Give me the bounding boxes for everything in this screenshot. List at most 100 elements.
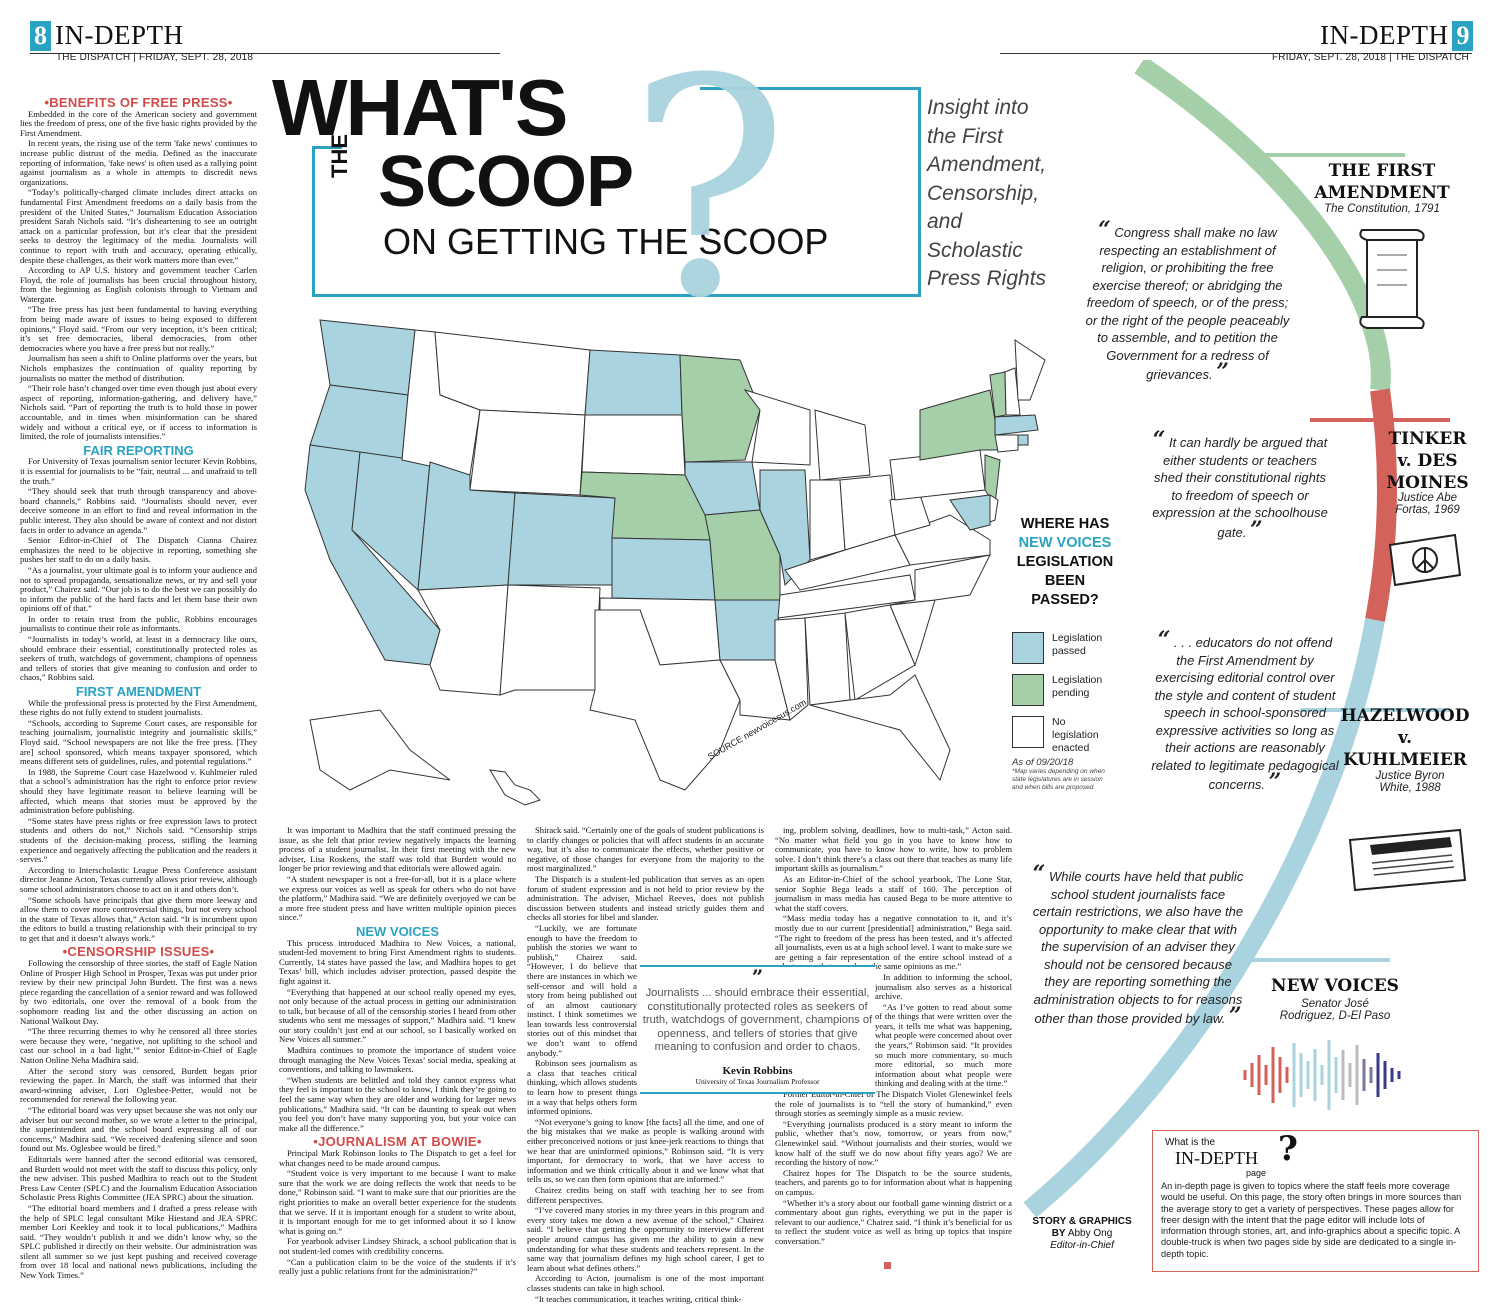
- date-right: FRIDAY, SEPT. 28, 2018: [1272, 52, 1387, 63]
- indepth-box-text: An in-depth page is given to topics wher…: [1161, 1181, 1462, 1259]
- map-question-line: WHERE HAS: [1020, 516, 1110, 532]
- quote-text: . . . educators do not offend the First …: [1151, 635, 1339, 792]
- state-hawaii: [489, 769, 541, 806]
- paragraph: “The editorial board members and I draft…: [20, 1202, 257, 1281]
- page-number-right: 9: [1452, 21, 1474, 51]
- paragraph: “Student voice is very important to me b…: [279, 1168, 516, 1236]
- case-title-line: v.: [1397, 728, 1413, 748]
- case-first-quote: “ Congress shall make no law respecting …: [1085, 219, 1290, 384]
- paragraph: Chairez credits being on staff with teac…: [527, 1184, 764, 1205]
- state-arkansas: [714, 599, 781, 661]
- case-newvoices-sub: Senator José Rodriguez, D-El Paso: [1265, 998, 1405, 1022]
- quote-text: Congress shall make no law respecting an…: [1085, 225, 1290, 382]
- state-michigan: [814, 409, 871, 481]
- pull-quote-role: University of Texas Journalism Professor: [695, 1076, 820, 1086]
- paragraph: “Whether it’s a story about our football…: [775, 1197, 1012, 1246]
- date-left: FRIDAY, SEPT. 28, 2018: [139, 52, 254, 63]
- paper-name-right: THE DISPATCH: [1394, 52, 1469, 63]
- paragraph: “The editorial board was very upset beca…: [20, 1104, 257, 1154]
- heading-first-amendment: FIRST AMENDMENT: [75, 684, 202, 700]
- state-maryland: [949, 494, 991, 531]
- legend-label: Legislation pending: [1052, 674, 1103, 699]
- quote-open-icon: “: [1157, 627, 1171, 653]
- paragraph: Senior Editor-in-Chief of The Dispatch C…: [20, 535, 257, 565]
- column-1: •BENEFITS OF FREE PRESS• Embedded in the…: [20, 94, 257, 1282]
- paragraph: “It teaches communication, it teaches wr…: [535, 1293, 742, 1304]
- subtitle: Insight into the First Amendment, Censor…: [927, 96, 1047, 290]
- case-newvoices-title: NEW VOICES: [1271, 976, 1399, 996]
- paragraph: “A student newspaper is not a free-for-a…: [279, 873, 516, 923]
- state-new-york: [919, 389, 1001, 461]
- paragraph: “Journalists in today’s world, at least …: [20, 634, 257, 683]
- timeline-arc: [1023, 60, 1450, 1218]
- case-sub-line: Senator José: [1301, 998, 1369, 1010]
- paragraph: As an Editor-in-Chief of the school year…: [775, 873, 1012, 913]
- case-title-line: TINKER: [1388, 429, 1467, 449]
- legend-item-pending: Legislation pending: [1012, 674, 1132, 706]
- case-title-line: KUHLMEIER: [1343, 750, 1467, 770]
- arc-red: [1365, 388, 1397, 622]
- paragraph: “The three recurring themes to why he ce…: [20, 1026, 257, 1065]
- case-sub-line: Justice Abe: [1397, 492, 1458, 504]
- paragraph: “Some schools have principals that give …: [20, 894, 257, 943]
- title-box-top-left: [312, 146, 342, 149]
- byline-role: Editor-in-Chief: [1050, 1240, 1114, 1251]
- map-question-line: LEGISLATION: [1016, 554, 1114, 570]
- map-legend: Legislation passed Legislation pending N…: [1012, 632, 1132, 755]
- paragraph: “Not everyone’s going to know [the facts…: [527, 1116, 764, 1185]
- paragraph: According to AP U.S. history and governm…: [20, 265, 257, 304]
- page-number-left: 8: [30, 21, 51, 51]
- quote-text: While courts have held that public schoo…: [1032, 869, 1244, 1026]
- question-mark-icon: ?: [1278, 1129, 1298, 1169]
- legend-item-none: No legislation enacted: [1012, 716, 1132, 755]
- quote-open-icon: “: [1032, 861, 1046, 887]
- quote-open-icon: “: [1152, 427, 1166, 453]
- case-title-line: MOINES: [1386, 473, 1469, 493]
- state-colorado: [507, 492, 616, 586]
- quote-open-icon: “: [1098, 217, 1111, 243]
- paragraph: For University of Texas journalism senio…: [20, 456, 257, 486]
- section-title-right: IN-DEPTH: [1320, 20, 1449, 50]
- state-louisiana: [719, 659, 791, 721]
- quote-mark-icon: ”: [751, 965, 764, 989]
- indepth-box-title: IN-DEPTH: [1175, 1148, 1258, 1168]
- state-washington: [319, 319, 416, 396]
- state-maine: [1014, 339, 1046, 401]
- header-meta-right: FRIDAY, SEPT. 28, 2018 | THE DISPATCH: [1272, 52, 1469, 63]
- title-on-getting: ON GETTING THE SCOOP: [383, 221, 829, 262]
- paragraph: For yearbook adviser Lindsey Shirack, a …: [279, 1236, 516, 1256]
- paragraph: While the professional press is protecte…: [20, 697, 257, 718]
- pull-quote-rule-bottom: [640, 1091, 875, 1094]
- paragraph: Madhira continues to promote the importa…: [279, 1045, 516, 1075]
- us-map: SOURCE newvoicesus.com: [304, 319, 1046, 806]
- legend-label: Legislation passed: [1052, 632, 1103, 657]
- paragraph: Editorials were banned after the second …: [20, 1153, 257, 1203]
- legend-swatch-pending: [1012, 674, 1044, 706]
- paragraph: Former Editor-in-Chief of The Dispatch V…: [775, 1089, 1012, 1119]
- state-mississippi: [774, 617, 809, 721]
- heading-new-voices: NEW VOICES: [355, 923, 440, 939]
- state-minnesota: [679, 354, 761, 463]
- paragraph: ing, problem solving, deadlines, how to …: [775, 825, 1012, 874]
- question-mark-graphic: ?: [628, 15, 789, 364]
- title-box-top-right: [700, 87, 921, 297]
- map-question-line: PASSED?: [1031, 592, 1099, 608]
- byline-label: STORY & GRAPHICS: [1032, 1216, 1132, 1227]
- state-alabama: [804, 612, 851, 706]
- pull-quote-name: Kevin Robbins: [722, 1064, 793, 1077]
- header-meta-left: THE DISPATCH | FRIDAY, SEPT. 28, 2018: [56, 52, 254, 63]
- legend-swatch-passed: [1012, 632, 1044, 664]
- paragraph: Principal Mark Robinson looks to The Dis…: [279, 1148, 516, 1168]
- paragraph: “Can a publication claim to be the voice…: [279, 1256, 516, 1277]
- map-question-line: BEEN: [1044, 573, 1086, 589]
- header-rule-right: [1000, 53, 1472, 54]
- title-box: [312, 146, 921, 297]
- paragraph: “Luckily, we are fortunate enough to hav…: [527, 922, 637, 1058]
- case-hazelwood-quote: “ . . . educators do not offend the Firs…: [1150, 629, 1340, 794]
- byline-name: Abby Ong: [1067, 1228, 1113, 1239]
- quote-text: It can hardly be argued that either stud…: [1152, 435, 1328, 540]
- arc-blue: [1023, 618, 1385, 1218]
- legend-swatch-none: [1012, 716, 1044, 748]
- paragraph: Shirack said. “Certainly one of the goal…: [527, 825, 764, 874]
- state-indiana: [809, 479, 846, 561]
